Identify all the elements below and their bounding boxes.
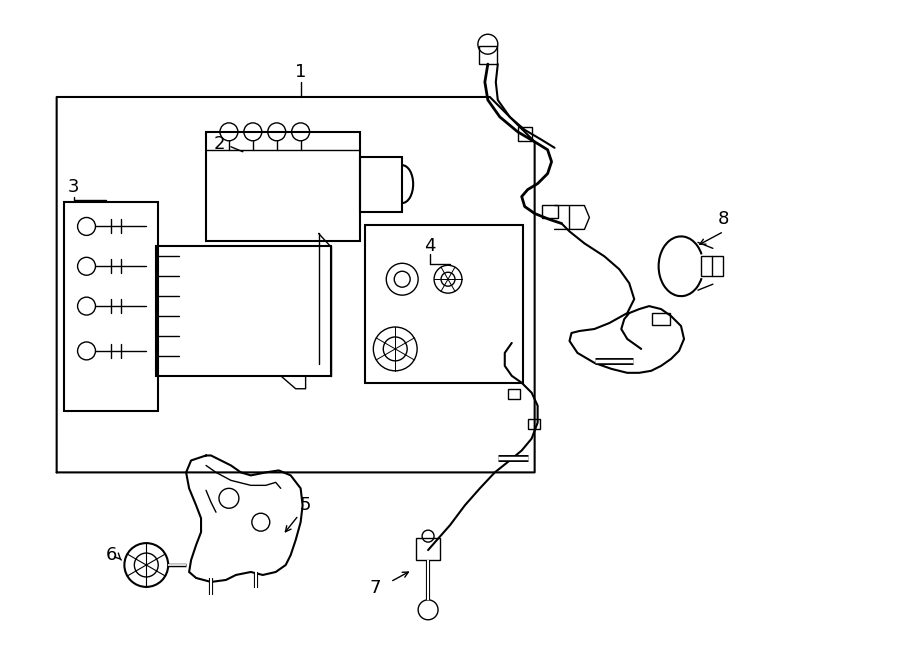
Bar	[64, 202, 158, 410]
Bar	[157, 247, 330, 376]
Text: 5: 5	[300, 496, 311, 514]
Text: 6: 6	[105, 546, 117, 564]
Bar	[479, 46, 497, 64]
Bar	[365, 225, 523, 383]
Text: 2: 2	[213, 135, 225, 153]
Bar	[518, 127, 532, 141]
Bar	[527, 418, 540, 428]
Bar	[416, 538, 440, 560]
Text: 4: 4	[424, 237, 436, 255]
Text: 3: 3	[68, 178, 79, 196]
Bar	[206, 132, 360, 241]
Bar	[652, 313, 670, 325]
Bar	[701, 256, 723, 276]
Text: 7: 7	[370, 579, 381, 597]
Text: 1: 1	[295, 63, 306, 81]
Bar	[508, 389, 519, 399]
Bar	[360, 157, 402, 212]
Text: 8: 8	[718, 210, 730, 229]
Bar	[542, 204, 557, 219]
